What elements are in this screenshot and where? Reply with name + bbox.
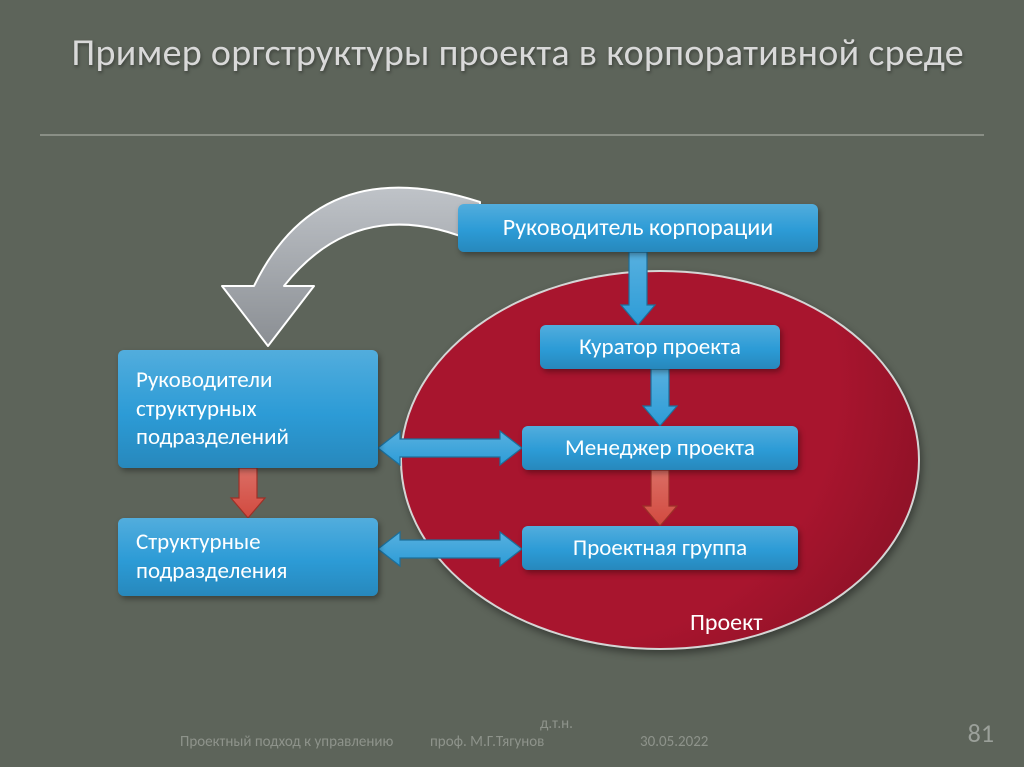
node-label: Руководители структурных подразделений [136, 366, 366, 452]
node-corp-head: Руководитель корпорации [458, 204, 818, 252]
node-curator: Куратор проекта [540, 325, 780, 369]
node-label: Руководитель корпорации [503, 213, 773, 243]
node-team: Проектная группа [522, 526, 798, 570]
page-number: 81 [968, 717, 994, 749]
node-units: Структурные подразделения [118, 518, 378, 596]
node-label: Куратор проекта [579, 333, 741, 362]
node-label: Структурные подразделения [136, 528, 366, 586]
node-unit-heads: Руководители структурных подразделений [118, 350, 378, 468]
slide: Пример оргструктуры проекта в корпоратив… [0, 0, 1024, 767]
footer-date: 30.05.2022 [640, 733, 708, 751]
footer-mid: д.т.н.проф. М.Г.Тягунов [430, 715, 660, 751]
node-manager: Менеджер проекта [522, 426, 798, 470]
node-label: Проектная группа [573, 534, 747, 563]
footer-left: Проектный подход к управлению [180, 733, 393, 751]
node-label: Менеджер проекта [565, 434, 755, 463]
